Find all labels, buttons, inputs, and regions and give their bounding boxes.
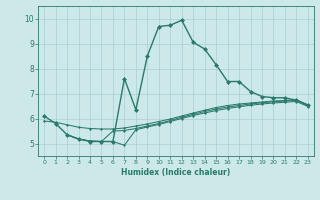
X-axis label: Humidex (Indice chaleur): Humidex (Indice chaleur) <box>121 168 231 177</box>
